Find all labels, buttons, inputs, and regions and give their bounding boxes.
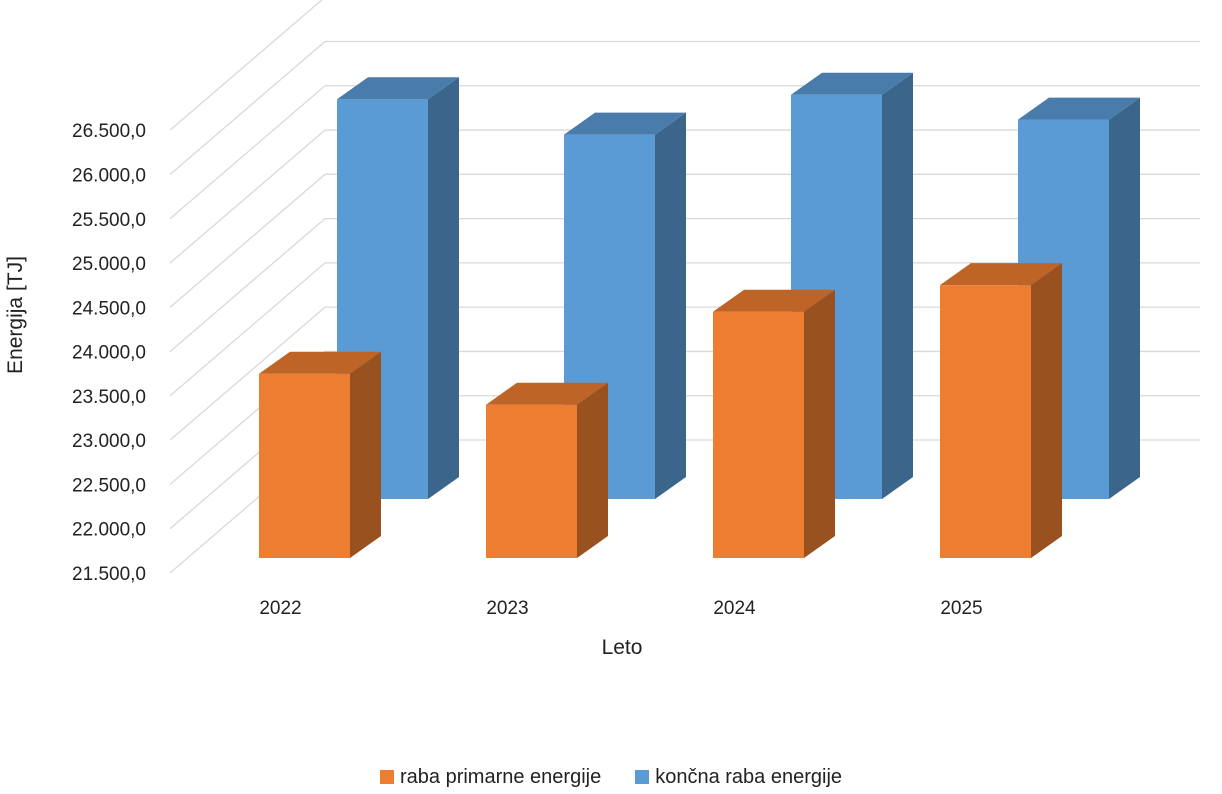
- y-tick-label: 25.500,0: [72, 210, 146, 231]
- gridline: [169, 0, 323, 131]
- bar-top-face: [564, 112, 686, 135]
- legend-item-series-0: raba primarne energije: [379, 765, 602, 789]
- bar-top-face: [940, 263, 1062, 286]
- bar-top-face: [337, 77, 459, 100]
- y-tick-label: 22.500,0: [72, 475, 146, 496]
- bar: [486, 382, 608, 558]
- bar-top-face: [486, 382, 608, 405]
- y-tick-label: 24.000,0: [72, 343, 146, 364]
- bar-front-face: [940, 285, 1031, 558]
- bar-side-face: [577, 382, 608, 558]
- bar-front-face: [486, 404, 577, 558]
- y-tick-label: 25.000,0: [72, 254, 146, 275]
- y-tick-label: 21.500,0: [72, 564, 146, 585]
- gridline: [169, 40, 1200, 175]
- bar-side-face: [655, 112, 686, 500]
- bar-top-face: [259, 351, 381, 374]
- y-tick-label: 23.500,0: [72, 387, 146, 408]
- legend-label-series-0: raba primarne energije: [399, 765, 602, 788]
- y-axis-title: Energija [TJ]: [4, 256, 27, 374]
- legend-item-series-1: končna raba energije: [635, 766, 842, 789]
- x-axis-title: Leto: [602, 636, 643, 659]
- bar-top-face: [791, 72, 913, 95]
- legend-swatch-series-0: [379, 770, 394, 784]
- bar-side-face: [428, 77, 459, 499]
- bar-side-face: [804, 289, 835, 558]
- bar-side-face: [1031, 263, 1062, 558]
- x-tick-label: 2025: [940, 598, 982, 619]
- x-axis-tick-labels: 2022 2023 2024 2025: [259, 598, 982, 619]
- y-tick-label: 24.500,0: [72, 298, 146, 319]
- bar-top-face: [713, 289, 835, 312]
- bar-top-face: [1018, 97, 1140, 120]
- legend-swatch-series-1: [635, 770, 650, 784]
- y-tick-label: 23.000,0: [72, 431, 146, 452]
- y-tick-label: 26.000,0: [72, 165, 146, 186]
- x-tick-label: 2024: [713, 598, 756, 619]
- y-tick-label: 22.000,0: [72, 520, 146, 541]
- gridlines: [169, 0, 1200, 574]
- x-tick-label: 2023: [486, 598, 528, 619]
- y-tick-label: 26.500,0: [72, 121, 146, 142]
- bar: [791, 72, 913, 499]
- bar-side-face: [1109, 97, 1140, 499]
- bar-front-face: [259, 373, 350, 558]
- bar-front-face: [713, 311, 804, 558]
- bar: [940, 263, 1062, 558]
- legend: raba primarne energije končna raba energ…: [0, 760, 1222, 794]
- legend-label-series-1: končna raba energije: [655, 765, 843, 788]
- bars: [259, 72, 1140, 558]
- bar: [259, 351, 381, 558]
- y-axis-tick-labels: 21.500,0 22.000,0 22.500,0 23.000,0 23.500,0…: [72, 121, 146, 585]
- x-tick-label: 2022: [259, 598, 301, 619]
- bar: [713, 289, 835, 558]
- bar-side-face: [350, 351, 381, 558]
- bar-side-face: [882, 72, 913, 499]
